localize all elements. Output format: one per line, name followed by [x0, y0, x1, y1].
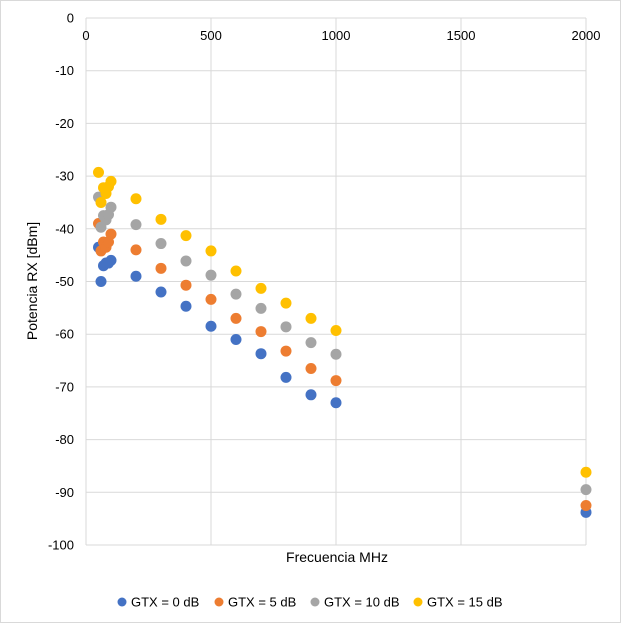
- x-tick-label: 1500: [447, 28, 476, 43]
- legend: GTX = 0 dB GTX = 5 dB GTX = 10 dB GTX = 15 …: [117, 595, 503, 610]
- data-point: [155, 213, 167, 225]
- legend-marker: [117, 597, 127, 607]
- data-point: [180, 255, 192, 267]
- data-point: [280, 297, 292, 309]
- data-point: [95, 196, 107, 208]
- x-tick-label: 0: [82, 28, 89, 43]
- data-point: [130, 244, 142, 256]
- gridlines: [85, 17, 587, 546]
- data-point: [330, 375, 342, 387]
- data-point: [130, 270, 142, 282]
- data-point: [105, 228, 117, 240]
- data-point: [155, 262, 167, 274]
- y-tick-label: -70: [55, 379, 74, 394]
- data-point: [130, 219, 142, 231]
- data-point: [230, 312, 242, 324]
- y-tick-label: -30: [55, 169, 74, 184]
- data-point: [95, 276, 107, 287]
- data-point: [580, 484, 592, 496]
- y-tick-label: -100: [48, 538, 74, 553]
- legend-label: GTX = 15 dB: [427, 595, 503, 610]
- data-point: [105, 175, 117, 187]
- data-point: [580, 466, 592, 478]
- data-points: [93, 166, 592, 518]
- data-point: [255, 302, 267, 314]
- x-tick-label: 500: [200, 28, 222, 43]
- data-point: [105, 254, 117, 266]
- data-point: [155, 286, 167, 298]
- data-point: [155, 238, 167, 250]
- y-tick-label: -60: [55, 327, 74, 342]
- legend-marker: [310, 597, 320, 607]
- data-point: [305, 337, 317, 349]
- y-tick-label: -10: [55, 63, 74, 78]
- data-point: [105, 201, 117, 213]
- data-point: [280, 321, 292, 333]
- y-tick-label: 0: [67, 11, 74, 26]
- data-point: [180, 230, 192, 242]
- data-point: [305, 362, 317, 374]
- y-axis-ticks: 0 -10 -20 -30 -40 -50 -60 -70 -80 -90 -100: [48, 11, 74, 553]
- data-point: [230, 333, 242, 345]
- data-point: [305, 312, 317, 324]
- data-point: [330, 397, 342, 409]
- data-point: [330, 325, 342, 337]
- data-point: [255, 348, 267, 360]
- y-tick-label: -20: [55, 116, 74, 131]
- data-point: [180, 300, 192, 312]
- y-axis-title: Potencia RX [dBm]: [24, 222, 40, 340]
- legend-label: GTX = 5 dB: [228, 595, 296, 610]
- x-tick-label: 2000: [572, 28, 601, 43]
- y-tick-label: -80: [55, 432, 74, 447]
- data-point: [205, 269, 217, 281]
- data-point: [280, 345, 292, 357]
- x-tick-label: 1000: [322, 28, 351, 43]
- y-tick-label: -50: [55, 274, 74, 289]
- data-point: [230, 288, 242, 300]
- y-tick-label: -90: [55, 485, 74, 500]
- data-point: [205, 245, 217, 257]
- data-point: [280, 371, 292, 383]
- data-point: [205, 320, 217, 332]
- legend-label: GTX = 0 dB: [131, 595, 199, 610]
- data-point: [230, 265, 242, 277]
- x-axis-ticks: 0 500 1000 1500 2000: [82, 28, 600, 43]
- data-point: [580, 499, 592, 511]
- x-axis-title: Frecuencia MHz: [286, 549, 388, 565]
- data-point: [305, 389, 317, 401]
- data-point: [255, 282, 267, 294]
- data-point: [180, 279, 192, 291]
- legend-marker: [214, 597, 224, 607]
- data-point: [330, 348, 342, 360]
- data-point: [205, 293, 217, 305]
- data-point: [130, 193, 142, 205]
- y-tick-label: -40: [55, 221, 74, 236]
- data-point: [255, 326, 267, 338]
- legend-marker: [413, 597, 423, 607]
- legend-label: GTX = 10 dB: [324, 595, 400, 610]
- data-point: [93, 166, 104, 178]
